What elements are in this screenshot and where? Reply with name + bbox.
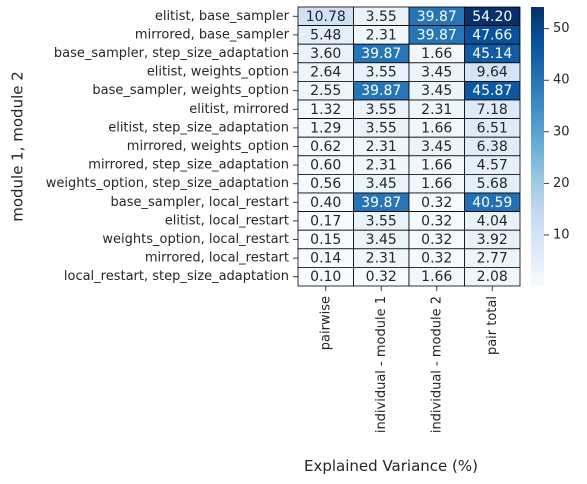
cell-value-label: 6.38 bbox=[477, 139, 508, 155]
cell-value-label: 0.40 bbox=[310, 195, 341, 211]
cell-value-label: 3.55 bbox=[366, 65, 397, 81]
cell-value-label: 0.32 bbox=[421, 195, 452, 211]
cell-value-label: 1.66 bbox=[421, 269, 452, 285]
column-label: individual - module 1 bbox=[374, 296, 389, 433]
cell-value-label: 3.55 bbox=[366, 213, 397, 229]
cell-value-label: 6.51 bbox=[477, 120, 508, 136]
cell-value-label: 3.45 bbox=[421, 65, 452, 81]
cell-value-label: 45.14 bbox=[472, 46, 512, 62]
row-label: elitist, local_restart bbox=[165, 213, 289, 228]
cell-value-label: 1.29 bbox=[310, 120, 341, 136]
row-label: mirrored, weights_option bbox=[127, 139, 289, 154]
cell-value-label: 3.55 bbox=[366, 120, 397, 136]
cell-value-label: 0.32 bbox=[421, 213, 452, 229]
cell-value-label: 1.66 bbox=[421, 46, 452, 62]
cell-value-label: 0.62 bbox=[310, 139, 341, 155]
row-label: weights_option, step_size_adaptation bbox=[46, 176, 289, 191]
cell-value-label: 39.87 bbox=[361, 46, 401, 62]
cell-value-label: 0.15 bbox=[310, 232, 341, 248]
cell-value-label: 2.31 bbox=[366, 139, 397, 155]
cell-value-label: 1.66 bbox=[421, 176, 452, 192]
cell-value-label: 7.18 bbox=[477, 102, 508, 118]
cell-value-label: 39.87 bbox=[417, 27, 457, 43]
column-labels: pairwise individual - module 1 individual … bbox=[318, 286, 500, 433]
cell-value-label: 1.32 bbox=[310, 102, 341, 118]
cell-value-label: 0.32 bbox=[421, 232, 452, 248]
cell-value-label: 40.59 bbox=[472, 195, 512, 211]
cell-value-label: 2.31 bbox=[366, 27, 397, 43]
cell-value-label: 2.08 bbox=[477, 269, 508, 285]
colorbar-tick-label: 50 bbox=[553, 21, 570, 36]
cell-value-label: 9.64 bbox=[477, 65, 508, 81]
cell-value-label: 3.45 bbox=[366, 176, 397, 192]
column-label: pair total bbox=[485, 296, 500, 355]
row-label: base_sampler, step_size_adaptation bbox=[54, 46, 289, 61]
colorbar-tick-label: 40 bbox=[553, 73, 570, 88]
cell-value-label: 0.32 bbox=[421, 251, 452, 267]
cell-value-label: 39.87 bbox=[361, 83, 401, 99]
colorbar-tick-label: 30 bbox=[553, 124, 570, 139]
heatmap-cells: 10.78 3.55 39.87 54.20 5.48 2.31 39.87 47.66 3.6… bbox=[297, 6, 521, 287]
row-label: base_sampler, weights_option bbox=[92, 83, 289, 98]
cell-value-label: 0.10 bbox=[310, 269, 341, 285]
cell-value-label: 3.45 bbox=[421, 139, 452, 155]
cell-value-label: 0.17 bbox=[310, 213, 341, 229]
row-label: elitist, base_sampler bbox=[155, 9, 290, 24]
cell-value-label: 3.55 bbox=[366, 102, 397, 118]
cell-value-label: 1.66 bbox=[421, 158, 452, 174]
x-axis-label: Explained Variance (%) bbox=[304, 457, 478, 475]
row-label: mirrored, local_restart bbox=[145, 251, 289, 266]
cell-value-label: 54.20 bbox=[472, 9, 512, 25]
cell-value-label: 45.87 bbox=[472, 83, 512, 99]
row-label: mirrored, base_sampler bbox=[135, 27, 290, 42]
y-axis-label: module 1, module 2 bbox=[9, 71, 27, 222]
cell-value-label: 3.55 bbox=[366, 9, 397, 25]
cell-value-label: 2.55 bbox=[310, 83, 341, 99]
cell-value-label: 5.48 bbox=[310, 27, 341, 43]
column-label: individual - module 2 bbox=[429, 296, 444, 433]
cell-value-label: 10.78 bbox=[306, 9, 346, 25]
row-label: weights_option, local_restart bbox=[102, 232, 289, 247]
cell-value-label: 39.87 bbox=[417, 9, 457, 25]
colorbar: 10 20 30 40 50 bbox=[531, 7, 570, 286]
cell-value-label: 5.68 bbox=[477, 176, 508, 192]
row-label: elitist, weights_option bbox=[147, 65, 289, 80]
row-labels: elitist, base_sampler mirrored, base_samp… bbox=[46, 9, 298, 284]
cell-value-label: 3.92 bbox=[477, 232, 508, 248]
cell-value-label: 2.31 bbox=[366, 251, 397, 267]
row-label: elitist, mirrored bbox=[189, 102, 289, 117]
cell-value-label: 3.45 bbox=[421, 83, 452, 99]
cell-value-label: 2.31 bbox=[421, 102, 452, 118]
cell-value-label: 2.77 bbox=[477, 251, 508, 267]
cell-value-label: 0.32 bbox=[366, 269, 397, 285]
colorbar-gradient bbox=[531, 7, 544, 286]
cell-value-label: 3.60 bbox=[310, 46, 341, 62]
colorbar-tick-label: 20 bbox=[553, 176, 570, 191]
cell-value-label: 1.66 bbox=[421, 120, 452, 136]
row-label: base_sampler, local_restart bbox=[111, 195, 290, 210]
row-label: local_restart, step_size_adaptation bbox=[64, 269, 289, 284]
cell-value-label: 4.04 bbox=[477, 213, 508, 229]
cell-value-label: 3.45 bbox=[366, 232, 397, 248]
cell-value-label: 47.66 bbox=[472, 27, 512, 43]
cell-value-label: 4.57 bbox=[477, 158, 508, 174]
cell-value-label: 0.56 bbox=[310, 176, 341, 192]
cell-value-label: 2.31 bbox=[366, 158, 397, 174]
row-label: mirrored, step_size_adaptation bbox=[88, 158, 289, 173]
cell-value-label: 0.14 bbox=[310, 251, 341, 267]
cell-value-label: 39.87 bbox=[361, 195, 401, 211]
colorbar-tick-label: 10 bbox=[553, 227, 570, 242]
cell-value-label: 2.64 bbox=[310, 65, 341, 81]
cell-value-label: 0.60 bbox=[310, 158, 341, 174]
row-label: elitist, step_size_adaptation bbox=[108, 120, 289, 135]
column-label: pairwise bbox=[318, 296, 333, 350]
